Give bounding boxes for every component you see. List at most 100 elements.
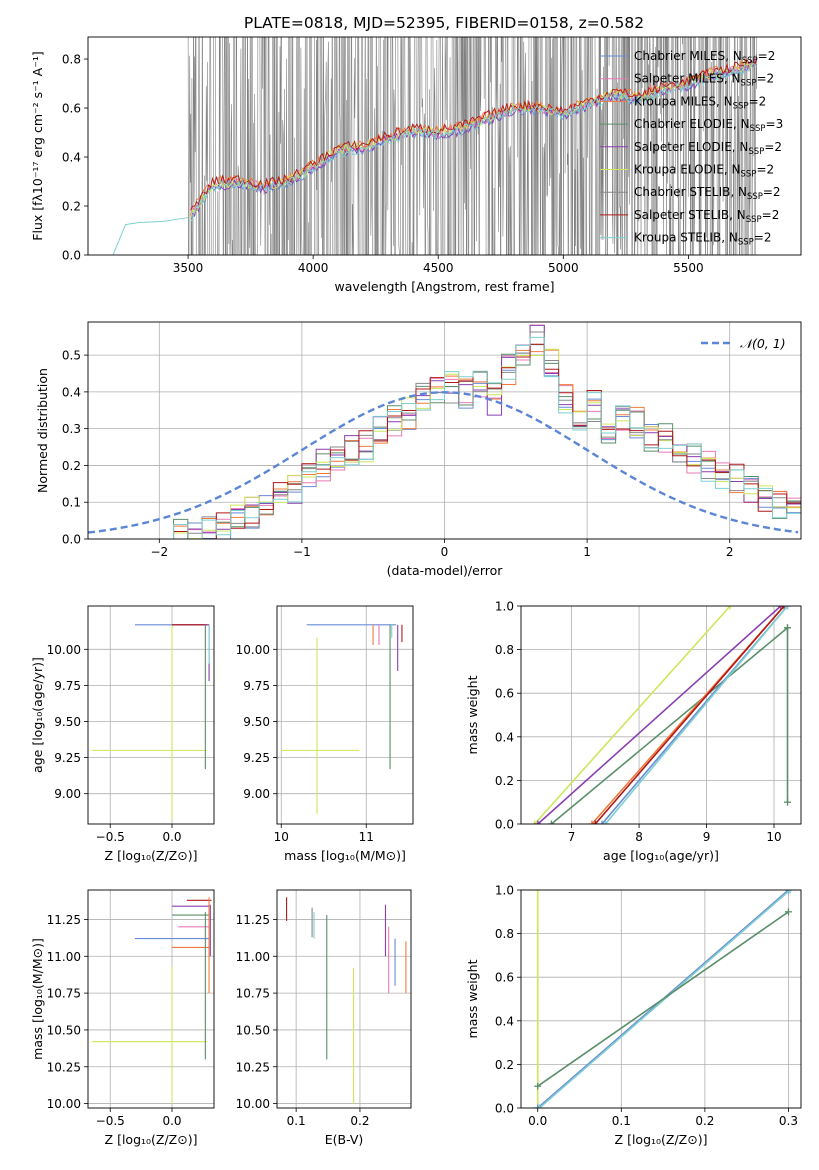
y-tick-label: 0.6 [495, 971, 514, 985]
plot-area [91, 624, 210, 820]
axes-frame [520, 605, 802, 825]
x-axis-label: age [log₁₀(age/yr)] [603, 848, 719, 863]
weight-line-kroupa_elodie [533, 606, 731, 824]
legend-entry: Salpeter STELIB, NSSP=2 [634, 208, 779, 225]
axes-frame [276, 605, 414, 825]
legend-entry: Chabrier ELODIE, NSSP=3 [634, 117, 783, 134]
x-tick-label: 10 [274, 830, 289, 844]
x-axis-label: Z [log₁₀(Z/Z⊙)] [105, 848, 198, 863]
axes-frame [276, 889, 412, 1109]
y-tick-label: 0.0 [495, 818, 514, 832]
y-tick-label: 0.3 [62, 422, 81, 436]
legend: Chabrier MILES, NSSP=2 Salpeter MILES, NS… [600, 49, 783, 248]
y-tick-label: 11.00 [236, 950, 270, 964]
y-axis-label: age [log₁₀(age/yr)] [30, 657, 45, 773]
x-axis-label: Z [log₁₀(Z/Z⊙)] [615, 1132, 708, 1147]
y-tick-label: 0.8 [495, 927, 514, 941]
x-axis-label: Z [log₁₀(Z/Z⊙)] [105, 1132, 198, 1147]
x-tick-label: 4500 [423, 261, 454, 275]
y-tick-label: 10.50 [47, 1023, 81, 1037]
y-tick-label: 9.50 [243, 715, 270, 729]
x-tick-label: 0.0 [162, 830, 181, 844]
y-tick-label: 9.25 [54, 751, 81, 765]
histogram-salpeter_elodie [88, 324, 801, 539]
x-tick-label: 7 [568, 830, 576, 844]
weight-vs-age-panel: 7 8 9 10 0.0 0.2 0.4 0.6 0.8 1.0 age [log₁₀(age/yr… [465, 600, 802, 863]
weight-line-salpeter_elodie [537, 606, 782, 824]
weight-line-salpeter_stelib [594, 606, 785, 824]
y-tick-label: 10.50 [236, 1023, 270, 1037]
y-tick-label: 9.00 [243, 787, 270, 801]
y-tick-label: 0.0 [495, 1102, 514, 1116]
y-tick-label: 9.00 [54, 787, 81, 801]
y-tick-label: 9.75 [243, 679, 270, 693]
x-tick-label: 9 [703, 830, 711, 844]
x-tick-label: 5500 [673, 261, 704, 275]
x-tick-label: −1 [293, 545, 311, 559]
y-tick-label: 0.8 [495, 643, 514, 657]
figure-title: PLATE=0818, MJD=52395, FIBERID=0158, z=0… [244, 14, 644, 32]
x-tick-label: 0.0 [528, 1114, 547, 1128]
y-axis-label: mass weight [465, 675, 480, 754]
normal-distribution-curve [88, 391, 799, 534]
x-tick-label: 4000 [298, 261, 329, 275]
mass-vs-metallicity-panel: −0.5 0.0 10.00 10.25 10.50 10.75 11.00 11.25 Z [… [30, 889, 215, 1147]
x-tick-label: 8 [635, 830, 643, 844]
x-tick-label: 0 [441, 545, 449, 559]
weight-line-kroupa_stelib [604, 606, 789, 824]
weight-line-chabrier_elodie [550, 627, 789, 824]
legend-entry: Kroupa MILES, NSSP=2 [634, 94, 766, 111]
y-tick-label: 10.00 [47, 643, 81, 657]
y-tick-label: 10.00 [236, 643, 270, 657]
legend-entry: Kroupa STELIB, NSSP=2 [634, 231, 772, 248]
x-tick-label: 2 [726, 545, 734, 559]
y-tick-label: 1.0 [495, 600, 514, 614]
axes-frame [87, 36, 802, 256]
y-tick-label: 0.6 [495, 687, 514, 701]
y-tick-label: 11.00 [47, 950, 81, 964]
x-tick-label: 1 [583, 545, 591, 559]
y-tick-label: 0.8 [62, 53, 81, 67]
y-tick-label: 0.0 [62, 533, 81, 547]
weight-vs-metallicity-panel: 0.0 0.1 0.2 0.3 0.0 0.2 0.4 0.6 0.8 1.0 Z [log₁₀(Z… [465, 884, 802, 1147]
spectrum-panel: 3500 4000 4500 5000 5500 0.0 0.2 0.4 0.6 0.8 wavel… [30, 36, 802, 294]
legend-entry: Salpeter MILES, NSSP=2 [634, 72, 774, 89]
legend-entry: Chabrier MILES, NSSP=2 [634, 49, 775, 66]
x-tick-label: 0.0 [162, 1114, 181, 1128]
x-tick-label: 3500 [173, 261, 204, 275]
y-tick-label: 10.00 [236, 1097, 270, 1111]
x-axis-label: E(B-V) [325, 1132, 364, 1147]
y-axis-label: mass weight [465, 959, 480, 1038]
model-spectrum-salpeter_stelib [190, 58, 758, 211]
y-tick-label: 0.2 [62, 459, 81, 473]
model-spectrum-kroupa_miles [190, 58, 758, 216]
x-axis-label: wavelength [Angstrom, rest frame] [334, 279, 554, 294]
x-tick-label: 10 [766, 830, 781, 844]
age-vs-mass-panel: 10 11 9.00 9.25 9.50 9.75 10.00 mass [log₁₀(M/M… [236, 605, 414, 863]
age-vs-metallicity-panel: −0.5 0.0 9.00 9.25 9.50 9.75 10.00 Z [log₁₀(Z/Z… [30, 605, 215, 863]
axes-frame [520, 889, 802, 1109]
y-tick-label: 0.4 [495, 730, 514, 744]
legend: 𝒩(0, 1) [701, 336, 786, 351]
x-tick-label: 0.1 [612, 1114, 631, 1128]
x-tick-label: 0.3 [779, 1114, 798, 1128]
model-spectrum-kroupa_elodie [190, 60, 758, 219]
y-tick-label: 9.25 [243, 751, 270, 765]
plot-area [91, 897, 212, 1104]
y-tick-label: 0.2 [495, 774, 514, 788]
y-axis-label: mass [log₁₀(M/M⊙)] [30, 938, 45, 1060]
y-tick-label: 10.00 [47, 1097, 81, 1111]
y-tick-label: 11.25 [47, 913, 81, 927]
y-tick-label: 10.75 [47, 987, 81, 1001]
x-tick-label: 0.1 [287, 1114, 306, 1128]
y-tick-label: 10.25 [47, 1060, 81, 1074]
plot-area [286, 897, 407, 1104]
stelib-model-blue [112, 217, 189, 255]
axes-frame [87, 605, 215, 825]
x-tick-label: 5000 [548, 261, 579, 275]
y-axis-label: Normed distribution [35, 368, 50, 493]
legend-entry: 𝒩(0, 1) [740, 336, 786, 351]
x-tick-label: 0.2 [695, 1114, 714, 1128]
weight-line-kroupa_stelib [538, 890, 791, 1108]
